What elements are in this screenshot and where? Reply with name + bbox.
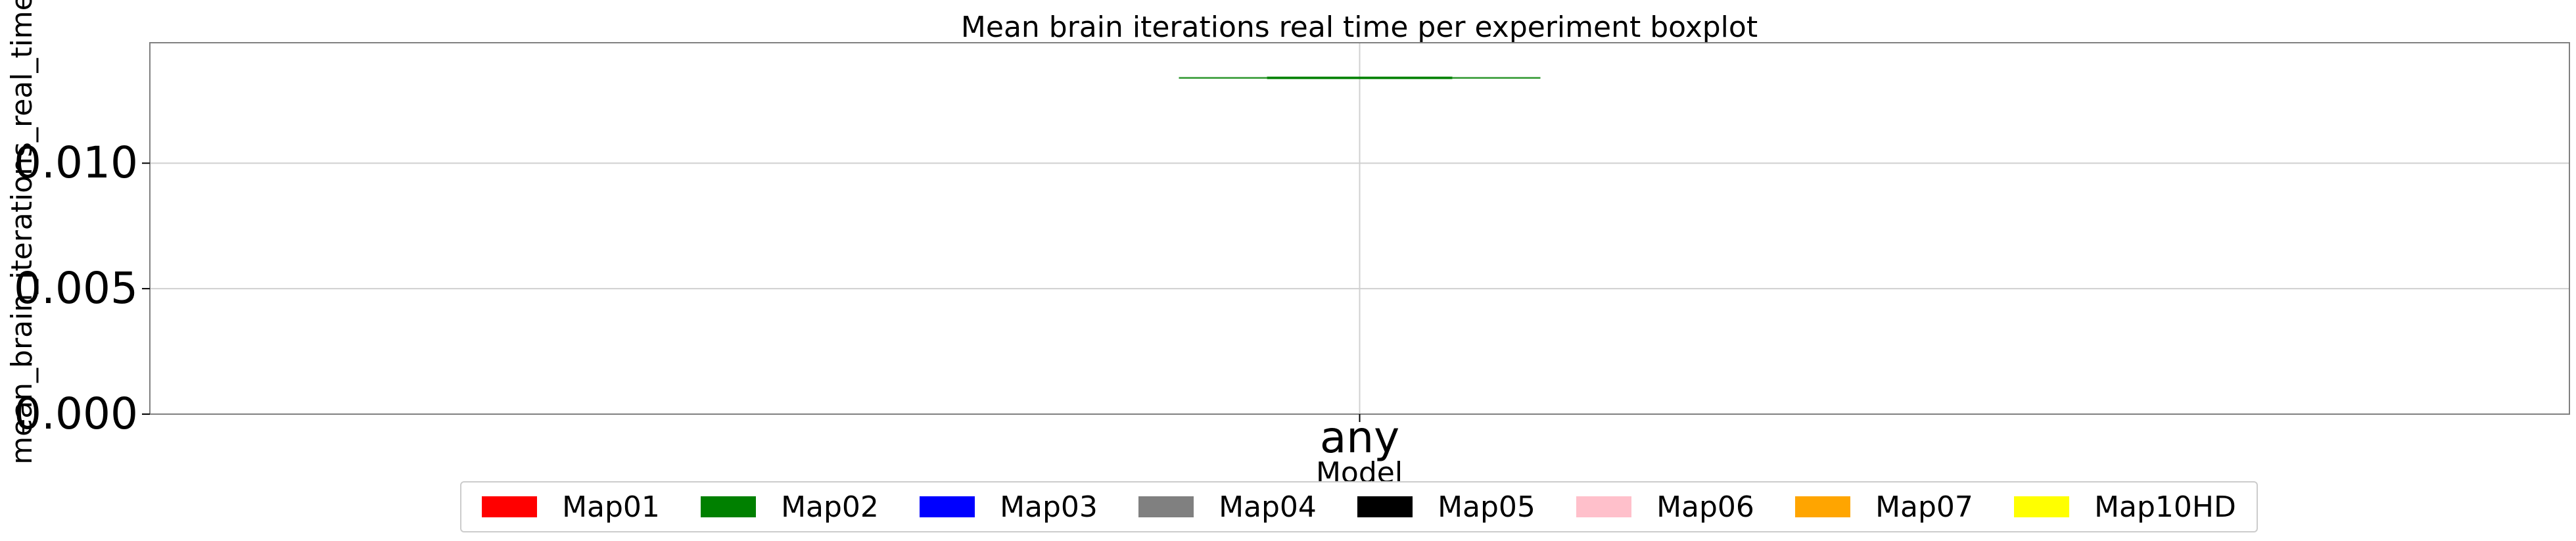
legend-item: Map03	[920, 490, 1098, 524]
legend-swatch	[701, 496, 757, 517]
x-axis-ticks: any	[1320, 412, 1399, 463]
x-tick-label: any	[1320, 412, 1399, 463]
legend-item: Map05	[1357, 490, 1535, 524]
legend-swatch	[1138, 496, 1194, 517]
legend-item: Map07	[1795, 490, 1973, 524]
legend-label: Map03	[1000, 490, 1098, 524]
legend-swatch	[1357, 496, 1413, 517]
legend-item: Map01	[482, 490, 660, 524]
legend-label: Map04	[1219, 490, 1317, 524]
chart-title: Mean brain iterations real time per expe…	[961, 11, 1758, 44]
y-tick-label: 0.005	[14, 263, 138, 314]
legend-label: Map07	[1875, 490, 1973, 524]
y-axis-ticks: 0.000 0.005 0.010	[14, 137, 150, 439]
legend: Map01 Map02 Map03 Map04 Map05 Map06 Map07 Map10…	[460, 481, 2258, 532]
legend-item: Map04	[1138, 490, 1317, 524]
legend-item: Map06	[1576, 490, 1754, 524]
legend-label: Map05	[1438, 490, 1535, 524]
y-axis-label: mean_brain_iterations_real_time	[5, 0, 39, 465]
legend-label: Map02	[781, 490, 879, 524]
y-tick-label: 0.000	[14, 388, 138, 439]
box-marks	[1179, 76, 1541, 80]
legend-swatch	[482, 496, 538, 517]
legend-swatch	[1795, 496, 1851, 517]
grid-lines	[150, 43, 2569, 415]
y-tick-label: 0.010	[14, 137, 138, 188]
legend-label: Map10HD	[2094, 490, 2236, 524]
legend-item: Map02	[701, 490, 879, 524]
legend-swatch	[1576, 496, 1632, 517]
legend-swatch	[2014, 496, 2070, 517]
legend-label: Map01	[562, 490, 660, 524]
legend-item: Map10HD	[2014, 490, 2236, 524]
legend-label: Map06	[1656, 490, 1754, 524]
legend-swatch	[920, 496, 975, 517]
